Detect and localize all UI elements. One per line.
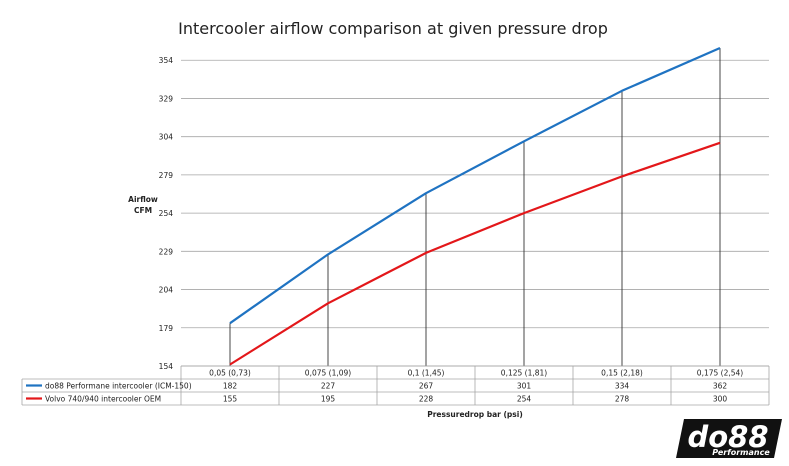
y-axis-label-line1: Airflow: [128, 195, 158, 204]
y-tick-label: 154: [159, 362, 174, 371]
data-label: 228: [419, 395, 434, 404]
x-tick-label: 0,125 (1,81): [501, 369, 547, 378]
logo-brand: do88: [687, 420, 768, 454]
data-label: 362: [713, 382, 728, 391]
x-tick-label: 0,1 (1,45): [408, 369, 445, 378]
y-tick-label: 179: [159, 324, 174, 333]
legend-label: do88 Performane intercooler (ICM-150): [45, 382, 192, 391]
logo-background: [676, 419, 782, 458]
data-label: 195: [321, 395, 336, 404]
data-label: 300: [713, 395, 728, 404]
data-label: 334: [615, 382, 630, 391]
drop-lines: [229, 48, 721, 366]
data-label: 182: [223, 382, 238, 391]
y-tick-label: 354: [159, 56, 174, 65]
x-tick-label: 0,15 (2,18): [601, 369, 643, 378]
data-label: 267: [419, 382, 434, 391]
data-label: 301: [517, 382, 532, 391]
y-tick-label: 279: [159, 171, 174, 180]
data-label: 278: [615, 395, 630, 404]
logo-tagline: Performance: [712, 448, 770, 457]
grid-layer: [181, 59, 769, 367]
legend-label: Volvo 740/940 intercooler OEM: [45, 395, 161, 404]
y-tick-label: 229: [159, 247, 174, 256]
series-line: [229, 46, 721, 325]
y-axis-label-line2: CFM: [134, 206, 152, 215]
x-axis-label: Pressuredrop bar (psi): [427, 410, 523, 419]
data-label: 254: [517, 395, 532, 404]
y-tick-label: 204: [159, 286, 174, 295]
y-tick-label: 304: [159, 133, 174, 142]
y-tick-label: 254: [159, 209, 174, 218]
x-tick-label: 0,05 (0,73): [209, 369, 251, 378]
data-table: 0,05 (0,73) 0,075 (1,09) 0,1 (1,45) 0,125 (…: [21, 365, 770, 406]
x-tick-label: 0,075 (1,09): [305, 369, 351, 378]
chart-title: Intercooler airflow comparison at given …: [178, 19, 608, 38]
y-tick-label: 329: [159, 94, 174, 103]
data-label: 155: [223, 395, 238, 404]
series-layer: [229, 46, 721, 366]
do88-logo: do88 Performance: [676, 419, 782, 458]
y-axis-ticks: 154 179 204 229 254 279 304 329 354: [159, 56, 174, 371]
x-tick-label: 0,175 (2,54): [697, 369, 743, 378]
data-label: 227: [321, 382, 336, 391]
series-line: [229, 141, 721, 366]
